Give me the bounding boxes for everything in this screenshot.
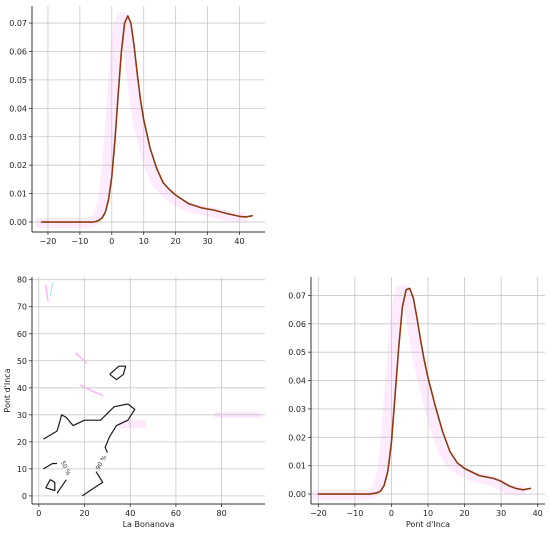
smear-artifact — [35, 11, 248, 229]
y-tick-label: 0.07 — [288, 291, 306, 300]
kde-bottom-right-panel: −20 −10 0 10 20 30 40 0.00 0.01 0.02 0.03 0.04 0.05 0… — [288, 277, 545, 529]
x-axis-label: Pont d'Inca — [406, 520, 450, 529]
x-axis-label: La Bonanova — [123, 520, 175, 529]
y-tick-label: 60 — [17, 330, 27, 339]
x-tick-label: −10 — [346, 509, 363, 518]
y-tick-label: 0.05 — [288, 348, 306, 357]
y-tick-label: 0.02 — [288, 433, 306, 442]
y-tick-label: 0.05 — [9, 76, 27, 85]
smear-artifact — [79, 384, 104, 397]
x-tick-label: 10 — [139, 237, 149, 246]
x-tick-label: 20 — [171, 237, 181, 246]
x-tick-label: −20 — [310, 509, 327, 518]
y-tick-label: 0.00 — [288, 490, 306, 499]
y-tick-label: 0.07 — [9, 19, 27, 28]
smear-artifact — [49, 282, 54, 297]
y-tick-label: 0.03 — [9, 133, 27, 142]
y-tick-label: 0 — [22, 492, 27, 501]
x-tick-label: 20 — [459, 509, 469, 518]
y-tick-label: 0.02 — [9, 161, 27, 170]
y-tick-label: 30 — [17, 411, 27, 420]
x-tick-label: 0 — [36, 509, 41, 518]
kde-line — [40, 15, 253, 223]
smear-artifact — [118, 420, 147, 429]
y-tick-label: 0.03 — [288, 405, 306, 414]
x-tick-label: 40 — [533, 509, 543, 518]
kde-top-left-panel: −20 −10 0 10 20 30 40 0.00 0.01 0.02 0.03 0.04 0.05 0… — [9, 6, 265, 246]
y-tick-label: 10 — [17, 465, 27, 474]
x-tick-label: 80 — [217, 509, 227, 518]
y-tick-label: 0.04 — [288, 377, 306, 386]
y-tick-label: 0.06 — [288, 320, 306, 329]
contour-line — [43, 403, 136, 453]
contour-bottom-left-panel: 0 20 40 60 80 0 10 20 30 40 50 60 70 80 La Bonanova Pon… — [3, 276, 265, 529]
y-tick-label: 0.04 — [9, 104, 27, 113]
y-tick-label: 20 — [17, 438, 27, 447]
contour-label: 50 % — [59, 460, 72, 477]
x-tick-label: 10 — [423, 509, 433, 518]
x-tick-label: −10 — [71, 237, 88, 246]
contour-line — [43, 462, 58, 470]
smear-artifact — [44, 285, 49, 302]
contour-line — [45, 479, 56, 492]
y-tick-label: 0.06 — [9, 47, 27, 56]
smear-artifact — [74, 352, 88, 365]
y-tick-label: 0.00 — [9, 218, 27, 227]
contour-line — [81, 471, 104, 497]
contour-line — [56, 479, 67, 494]
x-tick-label: 30 — [202, 237, 212, 246]
x-tick-label: 30 — [496, 509, 506, 518]
y-tick-label: 70 — [17, 303, 27, 312]
y-axis-label: Pont d'Inca — [3, 368, 12, 412]
x-tick-label: 60 — [171, 509, 181, 518]
x-tick-label: 20 — [79, 509, 89, 518]
y-tick-label: 0.01 — [288, 462, 306, 471]
y-tick-label: 50 — [17, 357, 27, 366]
y-tick-label: 80 — [17, 276, 27, 285]
contour-line — [109, 365, 127, 381]
x-tick-label: −20 — [40, 237, 57, 246]
x-tick-label: 0 — [389, 509, 394, 518]
kde-line — [317, 287, 532, 495]
x-tick-label: 40 — [125, 509, 135, 518]
smear-artifact — [312, 284, 526, 501]
y-tick-label: 0.01 — [9, 190, 27, 199]
y-tick-label: 40 — [17, 384, 27, 393]
x-tick-label: 40 — [234, 237, 244, 246]
x-tick-label: 0 — [109, 237, 114, 246]
